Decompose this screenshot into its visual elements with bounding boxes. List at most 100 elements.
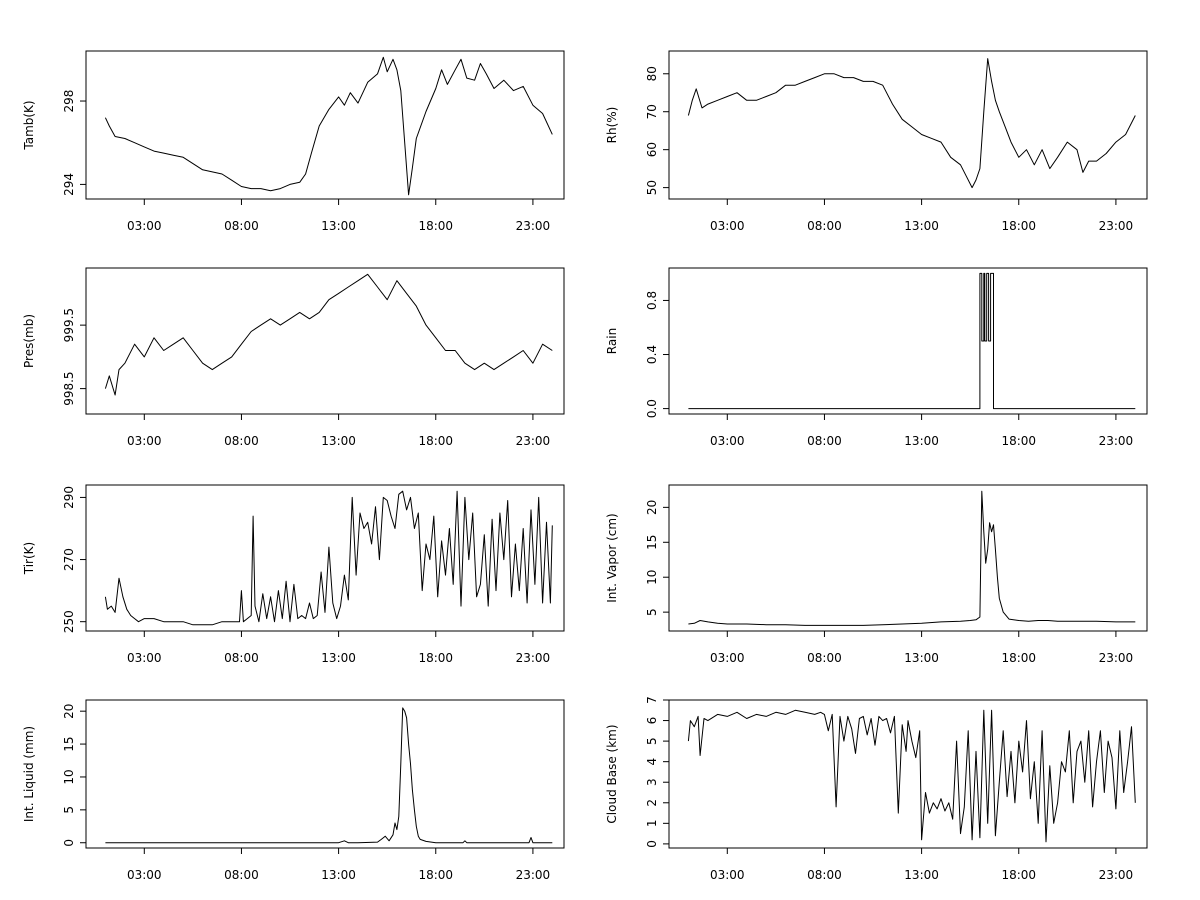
- x-tick-label: 08:00: [224, 868, 259, 882]
- y-tick-label: 250: [62, 610, 76, 633]
- y-axis-title: Rh(%): [605, 107, 619, 144]
- x-tick-label: 23:00: [516, 434, 551, 448]
- x-tick-label: 13:00: [904, 868, 939, 882]
- y-tick-label: 50: [645, 180, 659, 195]
- y-tick-label: 0: [645, 840, 659, 848]
- x-tick-label: 18:00: [1001, 651, 1036, 665]
- x-tick-label: 23:00: [516, 651, 551, 665]
- y-axis-title: Tir(K): [22, 542, 36, 575]
- series-line-3: [688, 272, 1136, 410]
- x-tick-label: 08:00: [807, 868, 842, 882]
- y-tick-label: 20: [62, 704, 76, 719]
- plot-frame: [85, 267, 565, 415]
- x-tick-label: 03:00: [710, 434, 745, 448]
- plot-frame: [668, 484, 1148, 632]
- y-tick-label: 2: [645, 799, 659, 807]
- y-tick-label: 15: [645, 535, 659, 550]
- x-tick-label: 18:00: [418, 651, 453, 665]
- panel-4: 03:00 08:00 13:00 18:00 23:00 250 270 290 Tir(K): [22, 484, 565, 665]
- panel-1: 03:00 08:00 13:00 18:00 23:00 50 60 70 80 Rh(%): [605, 50, 1148, 233]
- y-tick-label: 10: [62, 769, 76, 784]
- y-tick-label: 3: [645, 778, 659, 786]
- y-axis-title: Int. Vapor (cm): [605, 513, 619, 602]
- x-tick-label: 03:00: [127, 868, 162, 882]
- y-tick-label: 15: [62, 736, 76, 751]
- y-tick-label: 298: [62, 90, 76, 113]
- plot-frame: [85, 50, 565, 200]
- y-tick-label: 290: [62, 486, 76, 509]
- series-line-0: [104, 56, 553, 196]
- x-tick-label: 08:00: [807, 219, 842, 233]
- panel-2: 03:00 08:00 13:00 18:00 23:00 998.5 999.5 Pres(…: [22, 267, 565, 448]
- panel-7: 03:00 08:00 13:00 18:00 23:00 0 1 2 3 4 5 6 7 Cloud B…: [605, 696, 1148, 882]
- plot-frame: [85, 699, 565, 849]
- y-axis-title: Rain: [605, 328, 619, 354]
- y-tick-label: 20: [645, 500, 659, 515]
- x-tick-label: 08:00: [224, 219, 259, 233]
- x-tick-label: 23:00: [516, 868, 551, 882]
- x-tick-label: 23:00: [1099, 868, 1134, 882]
- x-tick-label: 18:00: [1001, 434, 1036, 448]
- x-tick-label: 08:00: [807, 651, 842, 665]
- panel-5: 03:00 08:00 13:00 18:00 23:00 5 10 15 20 Int. Vap…: [605, 484, 1148, 665]
- x-tick-label: 03:00: [127, 651, 162, 665]
- y-axis-title: Pres(mb): [22, 314, 36, 368]
- y-tick-label: 0: [62, 839, 76, 847]
- x-tick-label: 13:00: [321, 434, 356, 448]
- x-tick-label: 08:00: [224, 434, 259, 448]
- x-tick-label: 03:00: [710, 651, 745, 665]
- series-line-6: [105, 707, 553, 844]
- x-tick-label: 18:00: [418, 868, 453, 882]
- y-tick-label: 80: [645, 66, 659, 81]
- x-tick-label: 18:00: [418, 434, 453, 448]
- x-tick-label: 23:00: [516, 219, 551, 233]
- y-axis-title: Int. Liquid (mm): [22, 726, 36, 822]
- y-tick-label: 5: [645, 608, 659, 616]
- panel-6: 03:00 08:00 13:00 18:00 23:00 0 5 10 15 20 Int. Li…: [22, 699, 565, 882]
- y-tick-label: 7: [645, 696, 659, 704]
- x-tick-label: 18:00: [1001, 868, 1036, 882]
- x-tick-label: 18:00: [1001, 219, 1036, 233]
- y-tick-label: 0.0: [645, 399, 659, 418]
- y-tick-label: 999.5: [62, 308, 76, 342]
- plot-frame: [85, 484, 565, 632]
- panel-0: 03:00 08:00 13:00 18:00 23:00 294 298 Tamb(K): [22, 50, 565, 233]
- x-tick-label: 08:00: [224, 651, 259, 665]
- x-tick-label: 23:00: [1099, 434, 1134, 448]
- y-tick-label: 10: [645, 570, 659, 585]
- y-tick-label: 0.8: [645, 291, 659, 310]
- y-tick-label: 0.4: [645, 345, 659, 364]
- series-line-2: [104, 273, 553, 396]
- x-tick-label: 03:00: [710, 219, 745, 233]
- plot-frame: [668, 267, 1148, 415]
- series-line-4: [104, 490, 553, 626]
- series-line-5: [688, 490, 1136, 626]
- x-tick-label: 23:00: [1099, 219, 1134, 233]
- x-tick-label: 08:00: [807, 434, 842, 448]
- x-tick-label: 13:00: [904, 219, 939, 233]
- x-tick-label: 13:00: [904, 651, 939, 665]
- y-tick-label: 1: [645, 820, 659, 828]
- panel-3: 03:00 08:00 13:00 18:00 23:00 0.0 0.4 0.8 Rain: [605, 267, 1148, 448]
- y-tick-label: 4: [645, 758, 659, 766]
- x-tick-label: 18:00: [418, 219, 453, 233]
- y-tick-label: 270: [62, 548, 76, 571]
- x-tick-label: 03:00: [127, 219, 162, 233]
- y-tick-label: 294: [62, 173, 76, 196]
- series-line-1: [687, 58, 1136, 189]
- x-tick-label: 13:00: [321, 651, 356, 665]
- plot-frame: [668, 699, 1148, 849]
- x-tick-label: 13:00: [904, 434, 939, 448]
- y-axis-title: Cloud Base (km): [605, 724, 619, 823]
- x-tick-label: 03:00: [127, 434, 162, 448]
- x-tick-label: 13:00: [321, 868, 356, 882]
- x-tick-label: 03:00: [710, 868, 745, 882]
- y-tick-label: 6: [645, 717, 659, 725]
- plot-frame: [668, 50, 1148, 200]
- series-line-7: [687, 709, 1136, 843]
- x-tick-label: 13:00: [321, 219, 356, 233]
- y-tick-label: 5: [645, 737, 659, 745]
- y-tick-label: 60: [645, 142, 659, 157]
- y-tick-label: 998.5: [62, 371, 76, 405]
